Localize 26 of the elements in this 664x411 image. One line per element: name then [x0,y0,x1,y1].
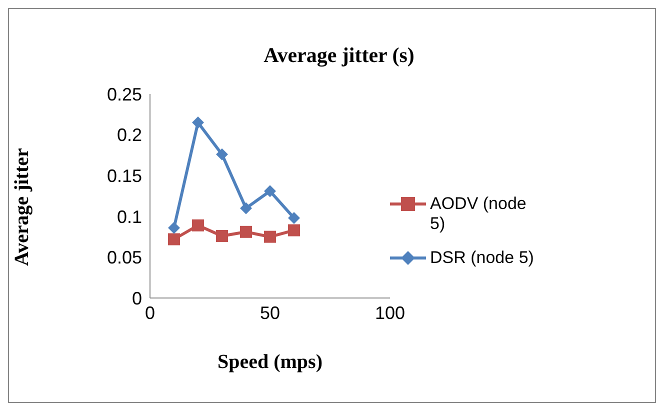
point [168,222,180,234]
chart-title: Average jitter (s) [262,43,416,68]
y-tick-label: 0.25 [106,84,142,104]
y-tick-label: 0.2 [116,125,142,146]
point [240,202,252,214]
y-axis-title: Average jitter [11,148,34,266]
point [192,219,204,232]
point [264,230,276,243]
point [288,224,300,236]
y-tick-label: 0.05 [106,248,142,268]
legend-label: AODV (node 5) [430,194,528,234]
point [264,185,276,198]
point [216,148,228,160]
legend-label: DSR (node 5) [430,248,534,268]
x-tick-label: 0 [144,302,156,323]
x-tick-label: 100 [374,302,406,323]
point [288,212,300,224]
x-axis-title: Speed (mps) [217,351,323,373]
point [240,226,252,238]
y-tick-label: 0.1 [116,206,142,227]
x-tick-label: 50 [260,302,280,323]
point [192,116,204,129]
point [168,233,180,246]
y-tick-label: 0.15 [106,166,142,186]
y-tick-label: 0 [132,288,142,308]
point [216,230,228,242]
